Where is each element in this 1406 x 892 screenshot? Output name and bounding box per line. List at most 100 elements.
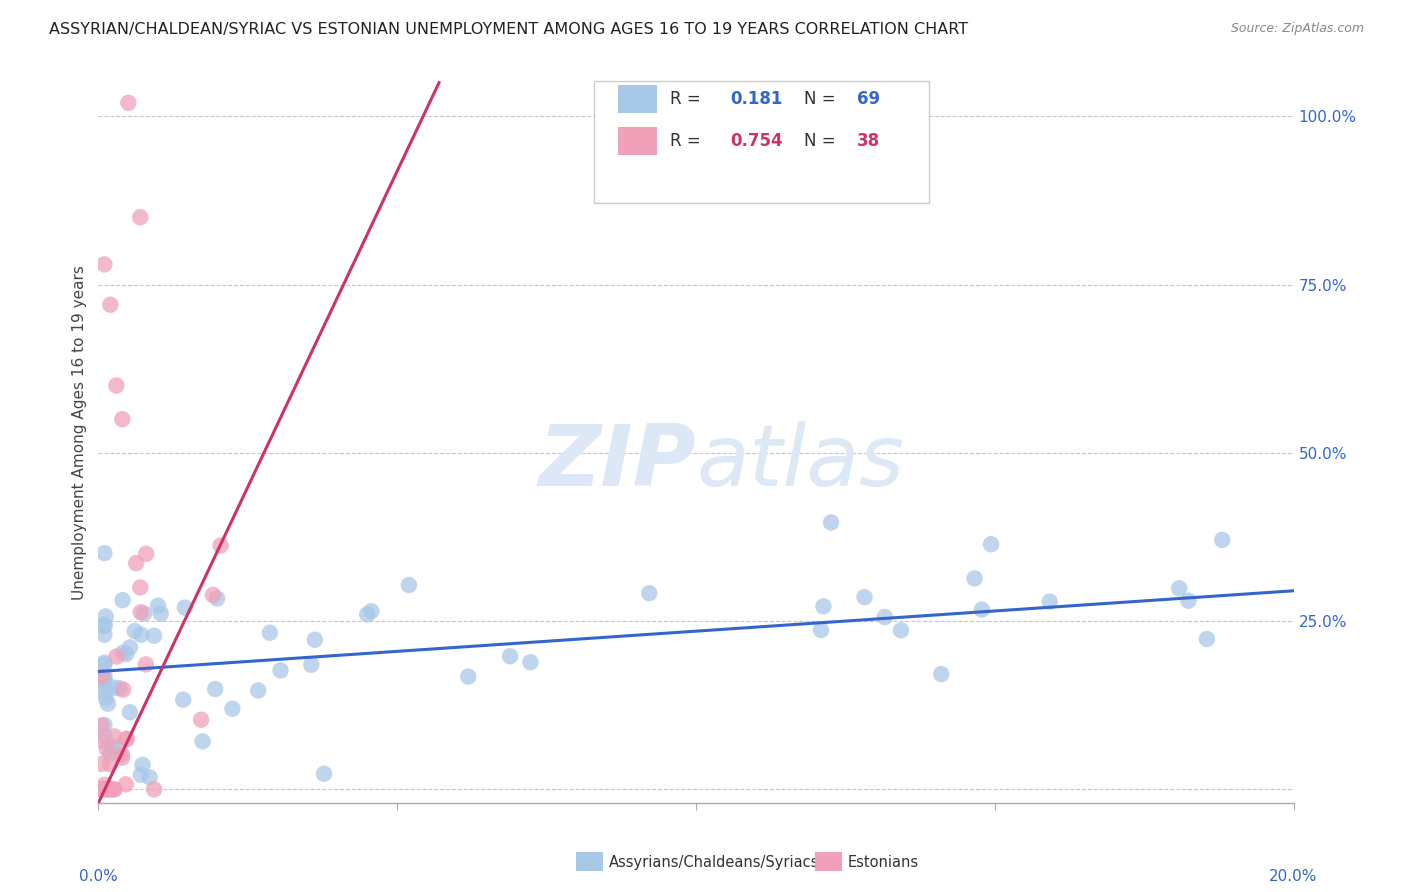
Point [970, 602, 993, 616]
Point [204, 681, 226, 696]
Point [124, 624, 146, 638]
Point [98, 782, 121, 797]
Point [93, 628, 115, 642]
Point [105, 649, 128, 664]
Point [247, 683, 270, 698]
Point [108, 681, 131, 696]
Point [1195, 632, 1218, 646]
Point [131, 757, 153, 772]
Point [129, 211, 152, 225]
Point [118, 640, 141, 655]
Point [93, 619, 115, 633]
Text: 0.0%: 0.0% [79, 870, 118, 885]
Point [103, 739, 125, 754]
FancyBboxPatch shape [619, 85, 657, 112]
Text: N =: N = [804, 132, 841, 150]
Point [90, 756, 112, 771]
Point [93, 718, 115, 732]
Point [890, 624, 912, 638]
Point [929, 667, 952, 681]
Point [143, 629, 166, 643]
Point [129, 628, 152, 642]
Point [101, 742, 124, 756]
Point [201, 588, 224, 602]
Point [93, 782, 115, 797]
Point [93, 729, 115, 743]
Point [111, 412, 134, 426]
Point [149, 607, 172, 621]
Text: 0.754: 0.754 [731, 132, 783, 150]
Text: Source: ZipAtlas.com: Source: ZipAtlas.com [1230, 22, 1364, 36]
Point [259, 625, 281, 640]
Point [93, 656, 115, 670]
Point [115, 732, 138, 747]
Text: Assyrians/Chaldeans/Syriacs: Assyrians/Chaldeans/Syriacs [609, 855, 820, 870]
Point [205, 591, 228, 606]
Point [103, 730, 125, 744]
FancyBboxPatch shape [595, 81, 929, 203]
Point [129, 605, 152, 619]
Point [129, 581, 152, 595]
Point [90, 782, 112, 797]
Point [97, 782, 120, 797]
Point [813, 599, 835, 614]
Point [103, 681, 125, 695]
Point [93, 617, 115, 632]
Point [398, 578, 420, 592]
Point [270, 664, 292, 678]
Point [820, 516, 842, 530]
Point [93, 257, 115, 271]
Point [519, 655, 541, 669]
Point [101, 782, 124, 797]
Point [115, 777, 138, 791]
Point [115, 647, 138, 661]
Point [93, 679, 115, 693]
Point [94, 609, 117, 624]
Point [97, 697, 120, 711]
Text: R =: R = [669, 90, 706, 108]
Point [1039, 595, 1062, 609]
Text: R =: R = [669, 132, 706, 150]
Text: 38: 38 [858, 132, 880, 150]
Point [111, 747, 134, 762]
Point [90, 669, 112, 683]
Point [125, 556, 148, 570]
Point [115, 731, 138, 746]
Point [93, 778, 115, 792]
Point [93, 546, 115, 560]
Point [221, 701, 243, 715]
Point [143, 782, 166, 797]
Point [111, 593, 134, 607]
Text: 0.181: 0.181 [731, 90, 783, 108]
Point [810, 623, 832, 637]
Text: 20.0%: 20.0% [1270, 870, 1317, 885]
Point [499, 649, 522, 664]
Point [638, 586, 661, 600]
Point [312, 766, 335, 780]
Text: Estonians: Estonians [848, 855, 920, 870]
Text: ASSYRIAN/CHALDEAN/SYRIAC VS ESTONIAN UNEMPLOYMENT AMONG AGES 16 TO 19 YEARS CORR: ASSYRIAN/CHALDEAN/SYRIAC VS ESTONIAN UNE… [49, 22, 969, 37]
Point [457, 670, 479, 684]
Point [90, 733, 112, 747]
Point [146, 599, 169, 613]
Point [112, 682, 135, 697]
Point [132, 607, 155, 621]
Point [98, 757, 121, 772]
Point [93, 673, 115, 688]
Point [90, 718, 112, 732]
Point [90, 782, 112, 797]
Point [853, 590, 876, 604]
FancyBboxPatch shape [576, 853, 603, 871]
FancyBboxPatch shape [815, 853, 842, 871]
Point [135, 547, 157, 561]
Point [104, 782, 127, 797]
Point [94, 691, 117, 706]
Point [209, 539, 232, 553]
Point [1211, 533, 1233, 547]
Point [93, 669, 115, 683]
FancyBboxPatch shape [619, 127, 657, 155]
Point [90, 782, 112, 797]
Point [129, 768, 152, 782]
Text: atlas: atlas [696, 421, 904, 504]
Point [135, 657, 157, 672]
